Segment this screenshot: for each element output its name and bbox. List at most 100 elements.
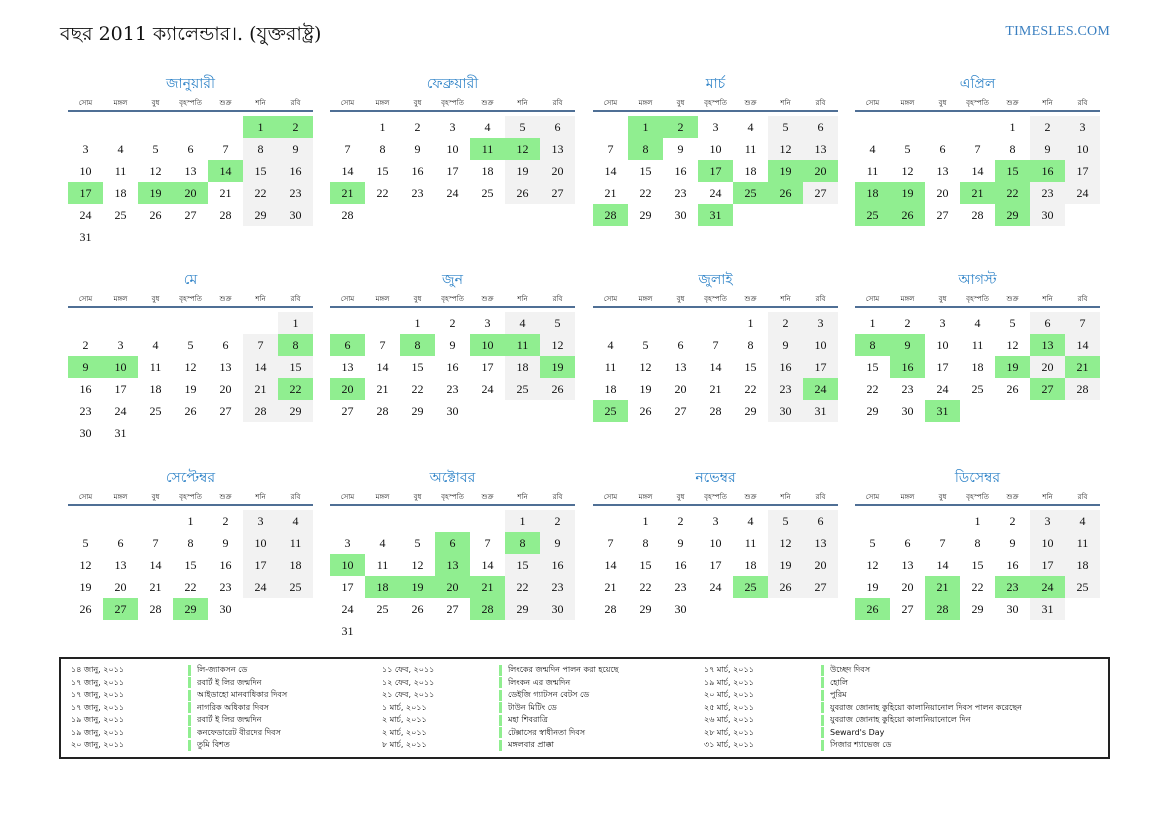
holiday-color-marker — [821, 727, 824, 739]
day-cell: 29 — [744, 404, 757, 418]
weekday-label: রবি — [815, 295, 826, 303]
day-cell: 8 — [974, 536, 981, 550]
brand-link[interactable]: TIMESLES.COM — [1005, 24, 1110, 39]
weekday-header: সোম মঙ্গল বুধ বৃহস্পতি শুক্র শনি রবি — [593, 490, 838, 506]
day-cell: 16 — [674, 164, 687, 178]
weekday-label: শুক্র — [744, 99, 757, 107]
holiday-day-cell: 19 — [768, 160, 803, 182]
day-cell: 21 — [604, 580, 617, 594]
day-cell: 1 — [747, 316, 754, 330]
day-cell: 6 — [187, 142, 194, 156]
weekday-header: সোম মঙ্গল বুধ বৃহস্পতি শুক্র শনি রবি — [68, 96, 313, 112]
day-cell: 18 — [971, 360, 984, 374]
day-cell: 29 — [639, 208, 652, 222]
weekday-label: শুক্র — [219, 493, 232, 501]
weekday-label: সোম — [78, 99, 93, 107]
holiday-day-cell: 18 — [855, 182, 890, 204]
day-cell: 14 — [604, 164, 617, 178]
day-cell: 28 — [341, 208, 354, 222]
empty-cell — [890, 116, 925, 138]
day-cell: 7 — [484, 536, 491, 550]
holiday-day-cell: 1 — [243, 116, 278, 138]
weekday-label: বৃহস্পতি — [441, 99, 464, 107]
day-cell: 15 — [744, 360, 757, 374]
weekday-label: সোম — [78, 295, 93, 303]
day-cell: 14 — [709, 360, 722, 374]
weekday-label: বৃহস্পতি — [704, 493, 727, 501]
holiday-day-cell: 25 — [733, 182, 768, 204]
day-grid: 1 2 3 4 5 6 7 8 9 10 11 12 13 14 15 16 17 18 19 20 21 22 23 24 2… — [68, 510, 313, 620]
weekday-label: শনি — [255, 99, 266, 107]
day-cell: 7 — [152, 536, 159, 550]
day-cell: 30 — [79, 426, 92, 440]
day-cell: 15 — [505, 554, 540, 576]
holiday-day-cell: 11 — [505, 334, 540, 356]
day-cell: 12 — [411, 558, 424, 572]
holiday-name: ডেইজি গ্যাটসন বেটস ডে — [508, 690, 590, 699]
weekday-label: বুধ — [676, 99, 685, 107]
day-cell: 2 — [414, 120, 421, 134]
day-cell: 24 — [114, 404, 127, 418]
day-cell: 19 — [505, 160, 540, 182]
day-cell: 18 — [149, 382, 162, 396]
holiday-name: পুরিম — [830, 690, 847, 699]
day-cell: 1 — [379, 120, 386, 134]
holiday-day-cell: 8 — [855, 334, 890, 356]
day-cell: 21 — [149, 580, 162, 594]
day-cell: 7 — [379, 338, 386, 352]
weekday-label: মঙ্গল — [113, 99, 128, 107]
day-cell: 25 — [149, 404, 162, 418]
empty-cell — [698, 312, 733, 334]
holiday-name: তুমি বিশত — [197, 740, 230, 749]
weekday-label: বুধ — [938, 493, 947, 501]
holiday-name: মঙ্গলবার প্রাক্কা — [508, 740, 554, 749]
day-grid: 1 2 3 4 5 6 7 8 9 10 11 12 13 14 15 16 17 18 19 20 21 22 23 24 2… — [593, 510, 838, 620]
empty-cell — [663, 312, 698, 334]
holiday-day-cell: 2 — [663, 116, 698, 138]
day-cell: 17 — [803, 356, 838, 378]
day-cell: 22 — [184, 580, 197, 594]
day-cell: 3 — [939, 316, 946, 330]
holiday-day-cell: 17 — [698, 160, 733, 182]
legend-row: ২০ জানু, ২০১১ তুমি বিশত — [61, 739, 357, 752]
day-cell: 31 — [114, 426, 127, 440]
weekday-label: মঙ্গল — [113, 493, 128, 501]
day-cell: 3 — [243, 510, 278, 532]
day-cell: 1 — [1009, 120, 1016, 134]
holiday-color-marker — [821, 714, 824, 726]
day-cell: 5 — [152, 142, 159, 156]
day-cell: 13 — [184, 164, 197, 178]
day-cell: 17 — [1065, 160, 1100, 182]
holiday-day-cell: 22 — [995, 182, 1030, 204]
day-cell: 11 — [1065, 532, 1100, 554]
day-cell: 29 — [243, 204, 278, 226]
day-cell: 6 — [222, 338, 229, 352]
day-cell: 14 — [936, 558, 949, 572]
day-cell: 26 — [505, 182, 540, 204]
day-cell: 20 — [219, 382, 232, 396]
holiday-date: ১২ ফেব, ২০১১ — [382, 677, 435, 687]
day-cell: 18 — [604, 382, 617, 396]
day-cell: 30 — [219, 602, 232, 616]
legend-row: ৮ মার্চ, ২০১১ মঙ্গলবার প্রাক্কা — [372, 739, 668, 752]
day-cell: 23 — [411, 186, 424, 200]
day-cell: 9 — [540, 532, 575, 554]
legend-row: ২ মার্চ, ২০১১ মহা শিবরাত্রি — [372, 714, 668, 727]
day-cell: 12 — [768, 138, 803, 160]
day-cell: 7 — [607, 536, 614, 550]
day-cell: 5 — [505, 116, 540, 138]
holiday-name: লিংকের জন্মদিন পালন করা হয়েছে — [508, 665, 619, 674]
empty-cell — [103, 510, 138, 532]
day-cell: 13 — [936, 164, 949, 178]
weekday-label: সোম — [603, 295, 618, 303]
holiday-day-cell: 20 — [330, 378, 365, 400]
month-calendar: মার্চ সোম মঙ্গল বুধ বৃহস্পতি শুক্র শনি রবি 1 2 3 4 5… — [593, 72, 838, 226]
holiday-date: ১৯ জানু, ২০১১ — [71, 727, 125, 737]
day-cell: 4 — [1065, 510, 1100, 532]
day-cell: 12 — [184, 360, 197, 374]
day-cell: 9 — [414, 142, 421, 156]
weekday-header: সোম মঙ্গল বুধ বৃহস্পতি শুক্র শনি রবি — [593, 96, 838, 112]
day-cell: 10 — [243, 532, 278, 554]
day-cell: 19 — [866, 580, 879, 594]
weekday-label: সোম — [340, 493, 355, 501]
